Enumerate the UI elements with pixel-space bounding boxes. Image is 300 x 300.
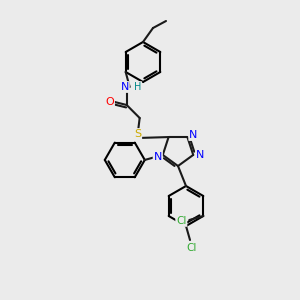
- Text: N: N: [121, 82, 129, 92]
- Text: N: N: [154, 152, 162, 162]
- Text: Cl: Cl: [187, 243, 197, 253]
- Text: H: H: [134, 82, 141, 92]
- Text: N: N: [189, 130, 198, 140]
- Text: Cl: Cl: [176, 216, 187, 226]
- Text: N: N: [196, 150, 204, 160]
- Text: S: S: [134, 129, 141, 139]
- Text: O: O: [105, 97, 114, 107]
